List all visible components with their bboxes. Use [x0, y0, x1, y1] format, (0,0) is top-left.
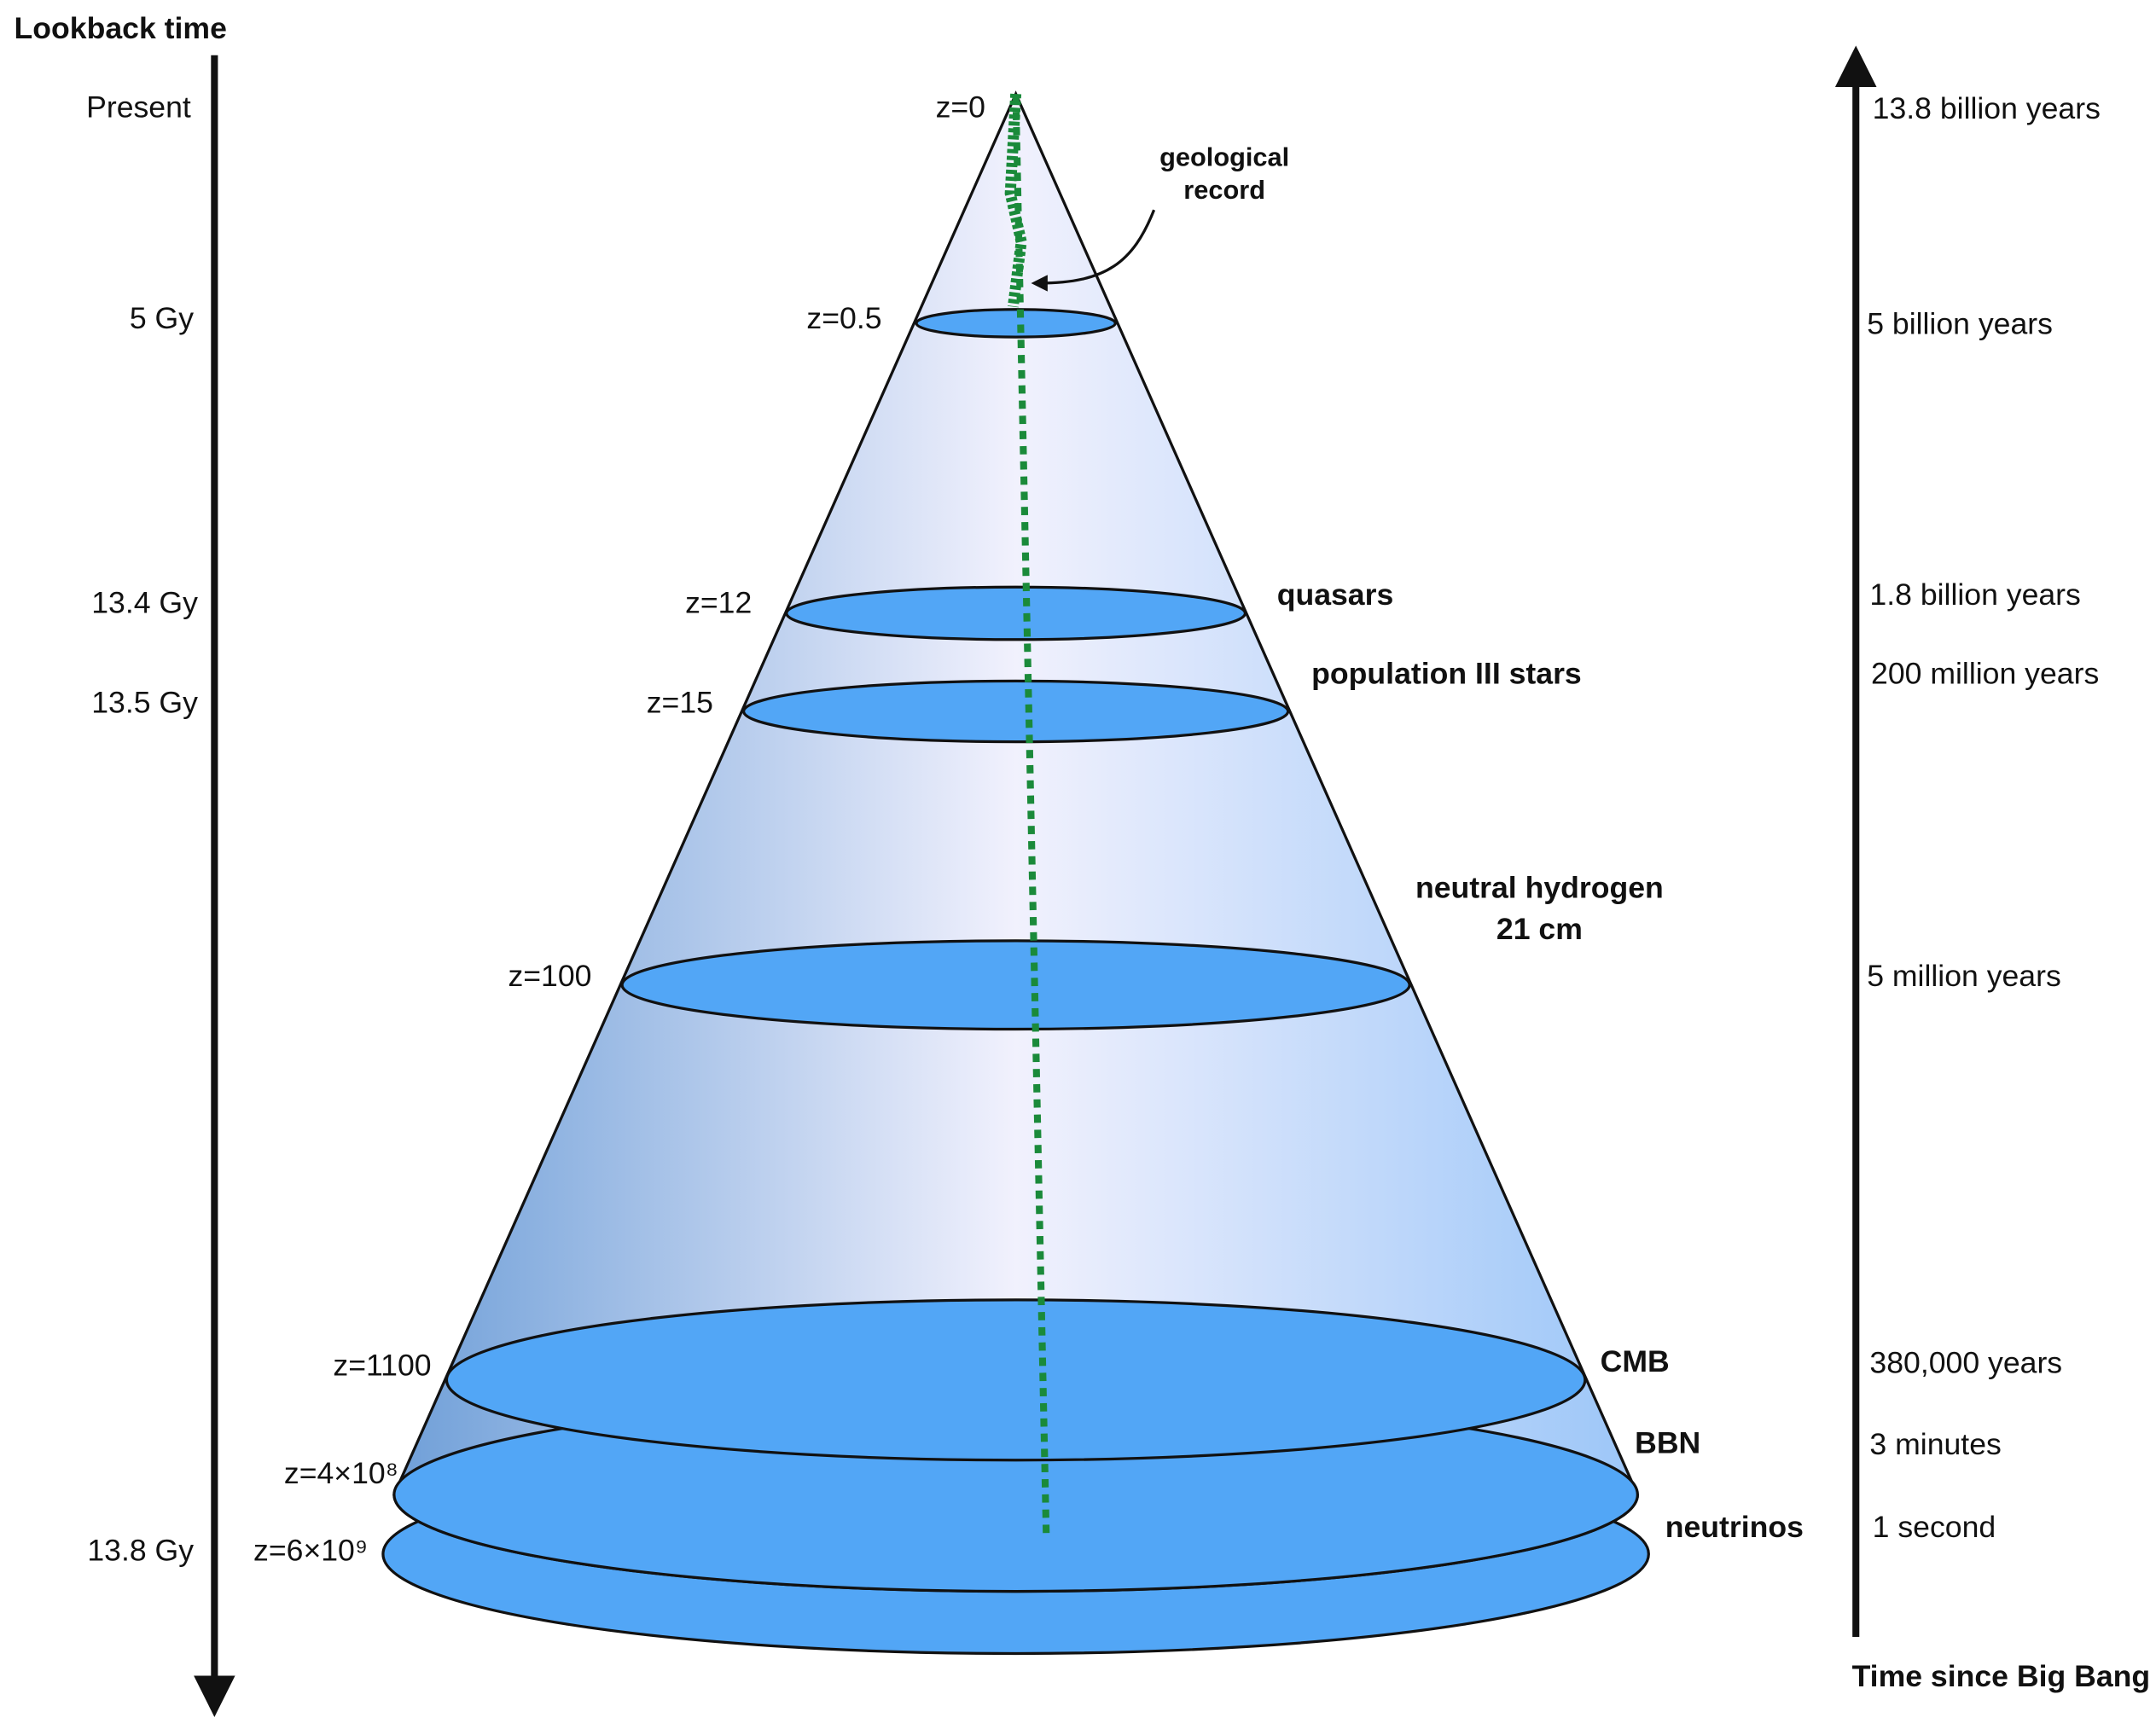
feature-label: 21 cm — [1496, 912, 1583, 946]
time-label: 5 billion years — [1867, 307, 2053, 341]
time-label: 5 million years — [1867, 959, 2061, 993]
sight-line — [1012, 96, 1050, 1534]
annotation: geological — [1159, 142, 1289, 171]
disc-z15 — [741, 679, 1290, 744]
disc-z100 — [620, 939, 1411, 1031]
redshift-label: z=4×10⁸ — [284, 1456, 398, 1490]
feature-label: BBN — [1635, 1425, 1700, 1459]
disc-z05 — [915, 308, 1117, 339]
time-label: 380,000 years — [1869, 1345, 2062, 1379]
redshift-label: z=15 — [647, 685, 713, 719]
time-label: 3 minutes — [1869, 1427, 2001, 1461]
redshift-label: z=1100 — [333, 1349, 431, 1383]
lookback-label: 13.4 Gy — [91, 586, 198, 620]
lookback-label: 13.8 Gy — [87, 1534, 194, 1568]
feature-label: quasars — [1277, 577, 1394, 612]
lookback-label: Present — [86, 90, 191, 124]
time-label: 200 million years — [1871, 656, 2099, 690]
redshift-label: z=6×10⁹ — [253, 1534, 368, 1568]
redshift-label: z=0 — [936, 90, 985, 124]
feature-label: population III stars — [1311, 656, 1582, 690]
redshift-label: z=100 — [508, 959, 591, 993]
annotation-arrow — [1031, 209, 1156, 292]
lookback-label: 13.5 Gy — [91, 685, 198, 719]
annotation: record — [1183, 175, 1265, 205]
feature-label: neutrinos — [1665, 1510, 1804, 1544]
axis-title: Time since Big Bang — [1852, 1659, 2151, 1693]
time-label: 1.8 billion years — [1869, 577, 2080, 612]
time-label: 1 second — [1873, 1510, 1996, 1544]
disc-cmb — [445, 1298, 1587, 1462]
feature-label: CMB — [1601, 1344, 1670, 1378]
time-label: 13.8 billion years — [1873, 91, 2101, 125]
redshift-label: z=12 — [685, 586, 752, 620]
feature-label: neutral hydrogen — [1415, 870, 1664, 904]
redshift-label: z=0.5 — [806, 301, 881, 335]
lookback-label: 5 Gy — [130, 301, 194, 335]
geological-record-line — [1004, 93, 1027, 308]
disc-z12 — [785, 585, 1247, 641]
axis-title: Lookback time — [15, 11, 227, 45]
